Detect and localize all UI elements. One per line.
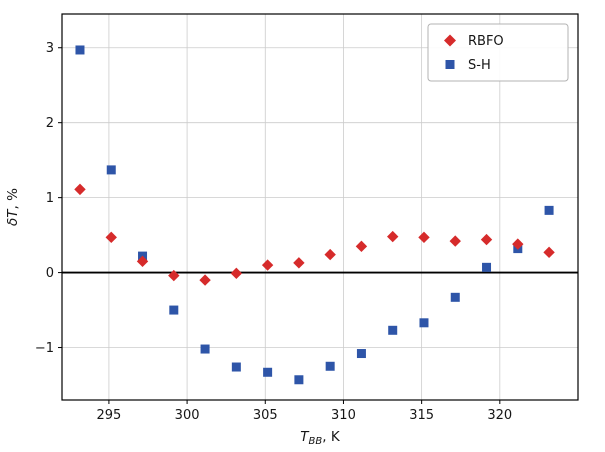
y-tick-label: 1 <box>46 191 54 206</box>
x-tick-label: 305 <box>253 408 278 423</box>
point-s-h <box>325 361 335 371</box>
point-rbfo <box>168 269 180 282</box>
point-s-h <box>231 362 241 372</box>
point-s-h <box>388 325 398 335</box>
x-tick-label: 310 <box>331 408 356 423</box>
legend-sh-square-icon <box>445 60 455 69</box>
legend-label-sh: S-H <box>468 58 491 73</box>
point-rbfo <box>418 231 430 244</box>
point-rbfo <box>74 183 86 196</box>
point-s-h <box>482 262 492 272</box>
x-tick-label: 320 <box>487 408 512 423</box>
point-s-h <box>419 318 429 328</box>
point-rbfo <box>387 230 399 243</box>
point-rbfo <box>355 240 368 253</box>
point-s-h <box>75 45 85 55</box>
point-rbfo <box>136 255 149 268</box>
point-s-h <box>544 205 554 215</box>
point-rbfo <box>480 233 493 246</box>
point-rbfo <box>230 267 243 280</box>
x-tick-label: 300 <box>175 408 200 423</box>
point-rbfo <box>324 248 336 261</box>
point-rbfo <box>261 259 274 271</box>
y-tick-label: 0 <box>46 266 54 281</box>
y-tick-label: 3 <box>46 41 54 56</box>
axis-ticks: 295 300 305 310 315 320 −1 0 1 2 3 <box>35 41 512 423</box>
point-s-h <box>169 305 179 315</box>
y-tick-label: −1 <box>35 341 54 356</box>
point-s-h <box>294 375 304 385</box>
point-s-h <box>263 367 273 377</box>
plot-border <box>61 13 579 401</box>
point-rbfo <box>199 274 211 286</box>
point-rbfo <box>293 257 305 269</box>
legend: RBFO S-H <box>427 23 569 82</box>
point-s-h <box>450 292 460 302</box>
x-tick-label: 295 <box>96 408 121 423</box>
y-tick-label: 2 <box>46 116 54 131</box>
point-rbfo <box>105 231 117 244</box>
point-rbfo <box>512 238 524 250</box>
legend-box <box>427 23 569 82</box>
data-points <box>74 45 555 385</box>
x-axis-label: TBB, K <box>300 429 341 447</box>
point-s-h <box>106 165 116 175</box>
y-axis-label: δT, % <box>5 188 21 226</box>
x-tick-label: 315 <box>409 408 434 423</box>
legend-rbfo-diamond-icon <box>444 34 456 47</box>
point-rbfo <box>543 246 555 259</box>
point-s-h <box>200 344 210 354</box>
point-rbfo <box>449 235 461 247</box>
point-s-h <box>356 349 366 359</box>
legend-label-rbfo: RBFO <box>468 34 504 49</box>
